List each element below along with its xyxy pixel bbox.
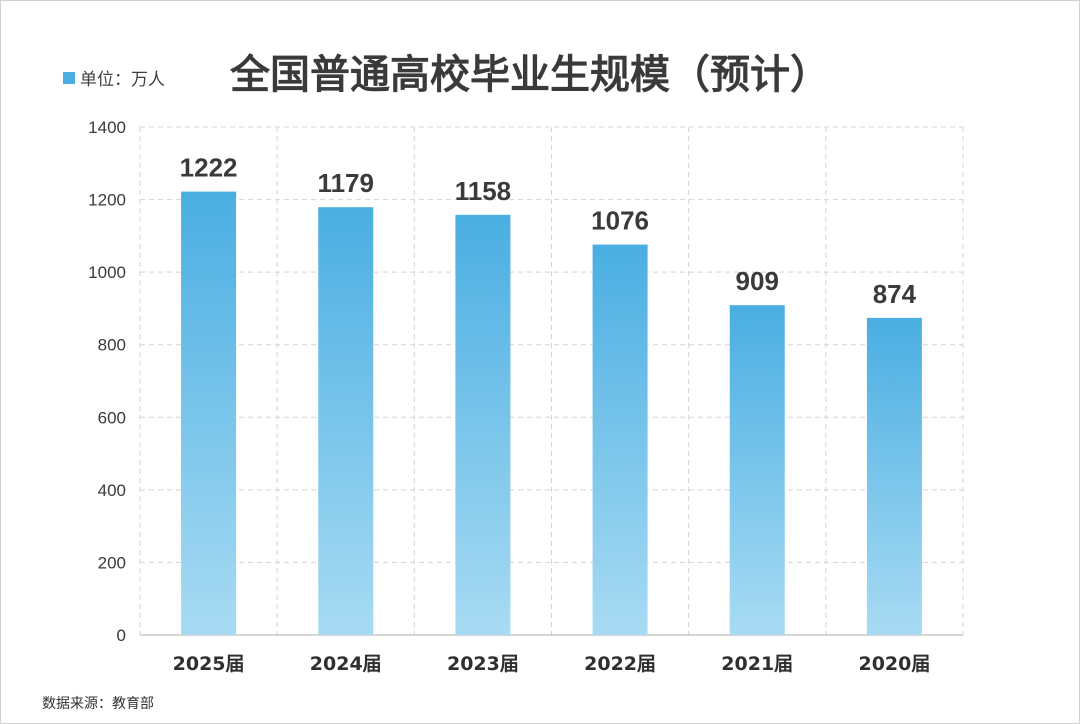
bar xyxy=(455,214,511,635)
bars xyxy=(181,191,922,636)
y-tick-label: 200 xyxy=(98,553,126,572)
legend-label: 单位：万人 xyxy=(80,70,165,90)
data-label: 1076 xyxy=(591,206,649,236)
bar xyxy=(318,207,374,636)
data-label: 1158 xyxy=(455,176,511,206)
bar xyxy=(729,305,785,635)
legend: 单位：万人 xyxy=(63,70,165,90)
bar xyxy=(181,191,237,636)
y-axis-ticks: 0 200 400 600 800 1000 1200 1400 xyxy=(88,118,126,645)
data-label: 874 xyxy=(873,279,917,309)
x-tick-label: 2021届 xyxy=(721,653,793,675)
y-tick-label: 600 xyxy=(98,408,126,427)
source-note: 数据来源：教育部 xyxy=(42,696,154,712)
y-tick-label: 1000 xyxy=(88,263,126,282)
data-label: 1222 xyxy=(180,153,238,183)
y-tick-label: 1400 xyxy=(88,118,126,137)
x-tick-label: 2024届 xyxy=(310,653,382,675)
x-tick-label: 2022届 xyxy=(584,653,656,675)
data-labels: 1222 1179 1158 1076 909 874 xyxy=(180,153,917,309)
legend-swatch xyxy=(63,72,75,84)
gridlines xyxy=(139,126,964,636)
x-tick-label: 2023届 xyxy=(447,653,519,675)
x-tick-label: 2025届 xyxy=(173,653,245,675)
y-tick-label: 1200 xyxy=(88,191,126,210)
chart-title: 全国普通高校毕业生规模（预计） xyxy=(229,52,830,98)
data-label: 1179 xyxy=(318,168,374,198)
x-axis-ticks: 2025届 2024届 2023届 2022届 2021届 2020届 xyxy=(173,653,931,675)
x-tick-label: 2020届 xyxy=(858,653,930,675)
y-tick-label: 800 xyxy=(98,336,126,355)
y-tick-label: 400 xyxy=(98,481,126,500)
y-tick-label: 0 xyxy=(117,626,126,645)
bar xyxy=(592,244,648,635)
data-label: 909 xyxy=(736,266,779,296)
bar xyxy=(866,317,922,635)
